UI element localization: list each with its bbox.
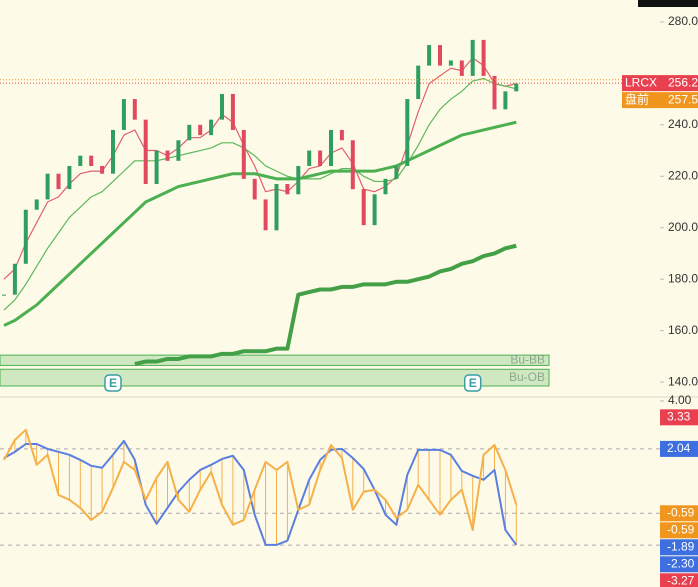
candle <box>448 60 453 66</box>
moving-average <box>3 77 517 311</box>
value-badge <box>660 440 698 457</box>
candle <box>2 294 6 296</box>
candle <box>427 45 432 66</box>
candle <box>274 183 279 231</box>
candle <box>503 91 508 110</box>
y-tick-label: 4.00 <box>668 393 692 407</box>
value-badge <box>660 539 698 556</box>
candle <box>165 150 170 161</box>
candle <box>329 129 333 166</box>
candle <box>405 99 410 166</box>
event-badge <box>104 374 122 392</box>
candle <box>67 165 72 190</box>
value-label: 3.33 <box>667 409 691 423</box>
value-badge <box>660 505 698 522</box>
y-tick-label: 180.0 <box>668 271 698 285</box>
y-tick-label: 200.0 <box>668 220 698 234</box>
moving-average <box>134 243 517 367</box>
zone <box>0 354 550 366</box>
value-label: -3.27 <box>667 573 695 587</box>
candle <box>143 119 148 184</box>
top-badge <box>638 0 698 7</box>
candle <box>198 124 203 136</box>
candle <box>470 39 475 76</box>
y-tick-label: 240.0 <box>668 117 698 131</box>
candle <box>252 178 257 200</box>
candle <box>100 165 105 174</box>
candle <box>459 60 464 76</box>
event-label: E <box>469 376 477 390</box>
value-badge <box>660 556 698 573</box>
candle <box>89 155 94 166</box>
zone-label: Bu-OB <box>509 370 545 384</box>
candle <box>263 199 268 231</box>
value-badge <box>660 522 698 539</box>
candle <box>56 173 61 190</box>
value-label: -0.59 <box>667 505 695 519</box>
price-badge <box>622 75 698 92</box>
candle <box>241 129 246 179</box>
value-label: -1.89 <box>667 539 695 553</box>
candle <box>481 39 486 76</box>
candle <box>296 165 301 195</box>
candle <box>220 93 224 120</box>
candle <box>121 99 126 130</box>
candle <box>339 129 344 141</box>
y-tick-label: 160.0 <box>668 323 698 337</box>
candle <box>78 155 83 166</box>
price-name: LRCX <box>625 75 657 89</box>
price-name: 盘前 <box>625 91 649 106</box>
candle <box>34 199 39 210</box>
candle <box>154 150 159 184</box>
candle <box>514 83 519 92</box>
candle <box>318 150 323 166</box>
price-value: 257.5 <box>668 92 698 106</box>
value-label: -0.59 <box>667 522 695 536</box>
value-badge <box>660 573 698 587</box>
candle <box>187 124 192 141</box>
candle <box>492 75 497 110</box>
candle <box>230 93 235 130</box>
candle <box>12 263 17 295</box>
oscillator-line <box>3 439 518 546</box>
price-badge <box>622 92 698 109</box>
candle <box>307 150 312 166</box>
candle <box>416 65 421 100</box>
candle <box>23 209 28 264</box>
candle <box>383 178 388 195</box>
price-value: 256.2 <box>668 75 698 89</box>
event-badge <box>463 374 482 392</box>
oscillator-line <box>3 428 518 531</box>
candle <box>438 45 442 66</box>
candle <box>111 129 115 174</box>
value-label: -2.30 <box>667 556 695 570</box>
zone-label: Bu-BB <box>510 352 545 366</box>
moving-average <box>3 120 517 327</box>
y-tick-label: 220.0 <box>668 168 698 182</box>
candle <box>209 119 214 136</box>
candle <box>285 183 290 195</box>
candle <box>176 140 181 161</box>
y-tick-label: 140.0 <box>668 374 698 388</box>
zone <box>0 368 550 387</box>
candle <box>45 173 50 200</box>
candle <box>372 194 377 226</box>
candle <box>394 165 399 179</box>
y-tick-label: 280.0 <box>668 14 698 28</box>
moving-average <box>3 57 517 280</box>
candle <box>350 140 355 190</box>
value-label: 2.04 <box>667 441 691 455</box>
value-badge <box>660 409 698 426</box>
candle <box>361 189 366 226</box>
candle <box>132 99 137 120</box>
event-label: E <box>109 376 117 390</box>
